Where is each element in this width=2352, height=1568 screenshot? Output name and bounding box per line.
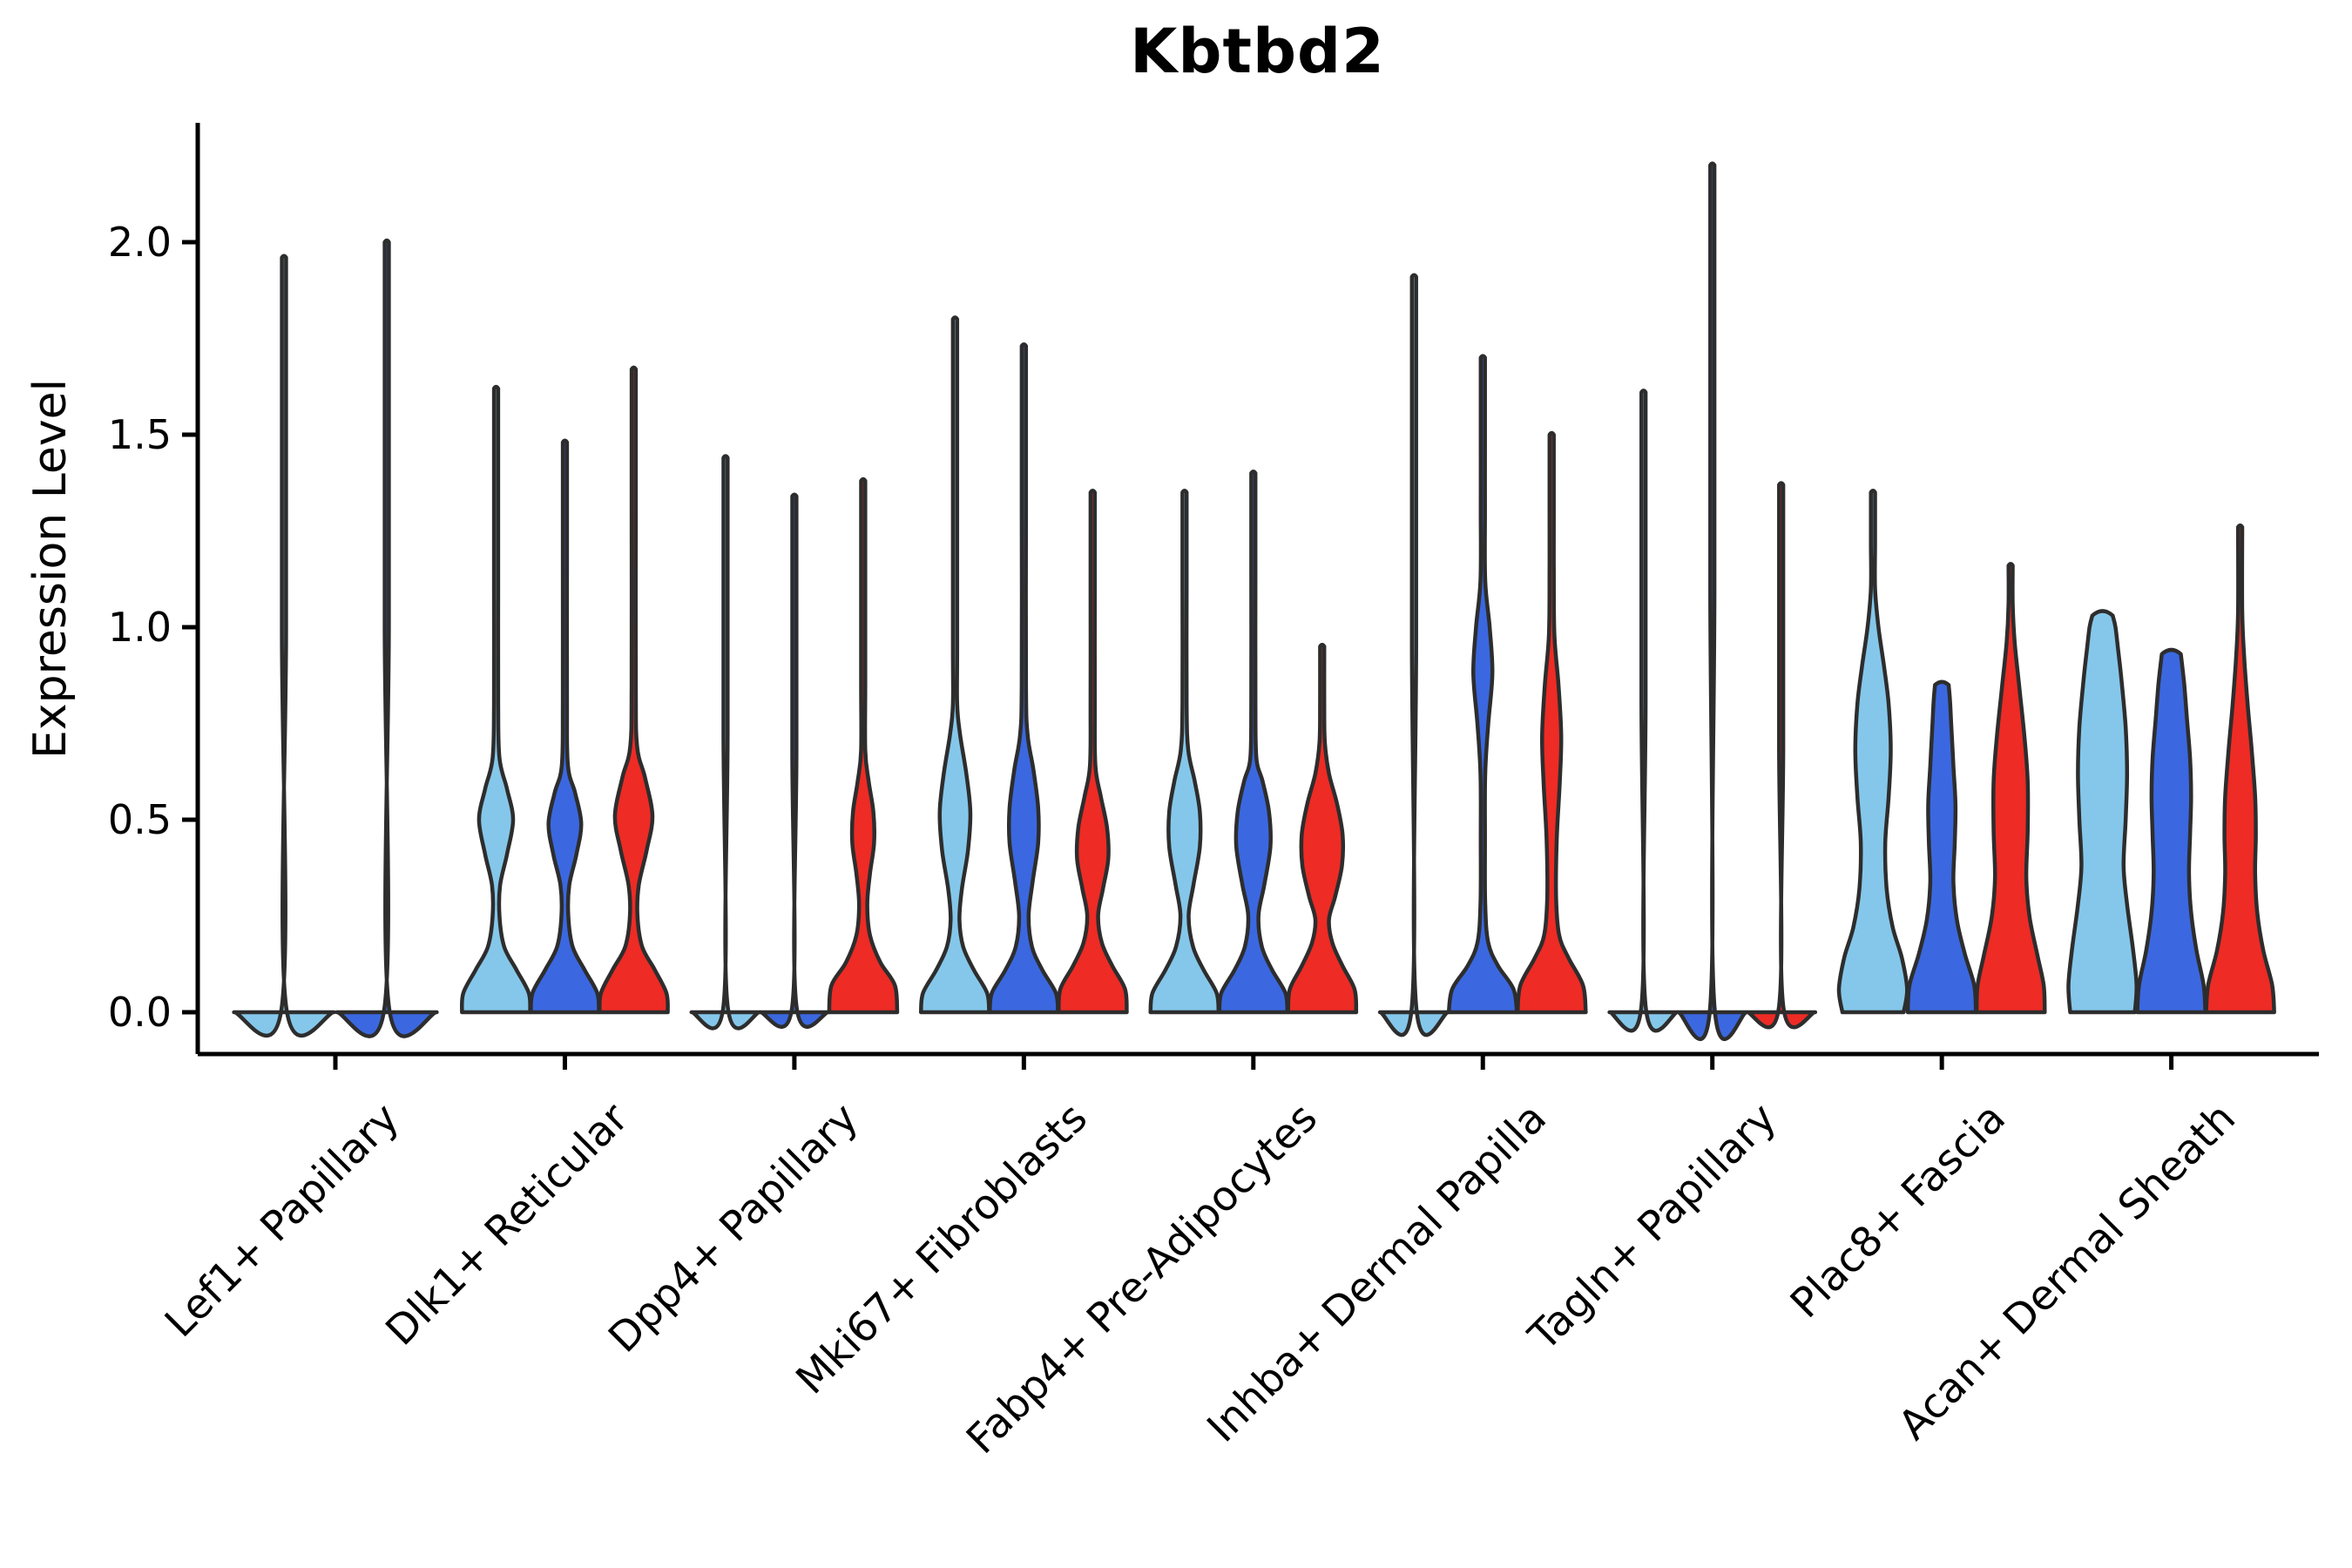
y-tick-label: 0.0 xyxy=(107,989,172,1036)
violin-2-light_blue xyxy=(459,384,532,1015)
violin-3-red xyxy=(827,476,900,1015)
violin-2-red xyxy=(598,365,670,1015)
violin-9-red xyxy=(2204,523,2276,1015)
violin-3-dark_blue xyxy=(758,492,831,1030)
violin-4-dark_blue xyxy=(987,342,1060,1015)
violin-7-light_blue xyxy=(1607,389,1680,1033)
violin-5-dark_blue xyxy=(1217,469,1290,1015)
violin-6-red xyxy=(1515,430,1588,1015)
violin-5-light_blue xyxy=(1148,489,1221,1015)
y-tick-label: 1.0 xyxy=(107,604,172,651)
violin-7-red xyxy=(1745,481,1818,1030)
violin-8-red xyxy=(1974,562,2047,1015)
violin-1-dark_blue xyxy=(335,238,439,1038)
y-tick-label: 2.0 xyxy=(107,219,172,266)
violin-2-dark_blue xyxy=(529,438,601,1015)
violin-8-dark_blue xyxy=(1905,679,1978,1015)
y-tick-label: 1.5 xyxy=(107,411,172,458)
violin-4-light_blue xyxy=(918,315,991,1015)
violin-6-light_blue xyxy=(1377,273,1450,1037)
violin-6-dark_blue xyxy=(1446,354,1519,1015)
violin-3-light_blue xyxy=(689,454,762,1031)
violin-5-red xyxy=(1286,642,1359,1015)
chart-title: Kbtbd2 xyxy=(1130,16,1385,87)
violin-9-light_blue xyxy=(2066,609,2139,1015)
violin-4-red xyxy=(1056,489,1129,1015)
violin-9-dark_blue xyxy=(2135,647,2207,1015)
y-tick-label: 0.5 xyxy=(107,796,172,843)
violin-7-dark_blue xyxy=(1676,161,1749,1041)
violin-1-light_blue xyxy=(232,253,336,1037)
axis-spines xyxy=(195,123,2319,1057)
violin-8-light_blue xyxy=(1836,489,1909,1015)
